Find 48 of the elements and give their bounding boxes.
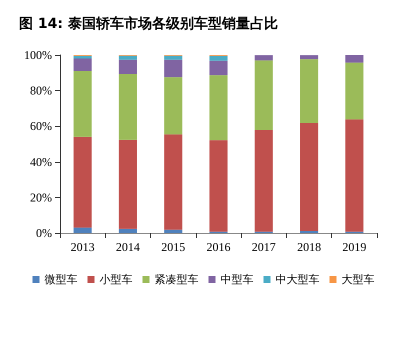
x-tick-label: 2014 xyxy=(116,240,140,254)
bar xyxy=(254,130,273,232)
bar xyxy=(118,140,137,229)
bar xyxy=(118,60,137,74)
bar xyxy=(209,75,228,140)
bar xyxy=(74,228,92,233)
x-tick-label: 2015 xyxy=(161,240,186,254)
bar xyxy=(300,122,318,232)
bar xyxy=(74,136,92,228)
y-tick-label: 40% xyxy=(30,154,52,169)
bar xyxy=(300,55,318,60)
bar xyxy=(345,119,364,232)
legend-label: 微型车 xyxy=(44,273,78,286)
bar xyxy=(345,62,364,120)
y-tick-label: 0% xyxy=(36,226,52,240)
y-tick-label: 100% xyxy=(24,48,52,62)
chart-title: 图 14: 泰国轿车市场各级别车型销量占比 xyxy=(19,15,278,32)
bar xyxy=(164,134,182,230)
bar xyxy=(300,59,318,123)
bar xyxy=(254,60,273,130)
x-tick-label: 2017 xyxy=(252,240,276,254)
bar xyxy=(164,77,182,134)
bar xyxy=(164,60,182,78)
bar xyxy=(209,140,228,232)
legend-label: 小型车 xyxy=(100,273,132,286)
bar xyxy=(74,71,92,137)
legend-label: 中型车 xyxy=(220,273,254,286)
bar xyxy=(164,56,182,60)
bar xyxy=(345,55,364,63)
bar xyxy=(74,56,92,59)
bar xyxy=(209,60,228,76)
legend-label: 大型车 xyxy=(342,273,374,286)
x-tick-label: 2013 xyxy=(70,240,95,254)
y-tick-label: 20% xyxy=(30,190,52,204)
bar xyxy=(74,58,92,72)
x-tick-label: 2019 xyxy=(342,240,366,254)
legend-label: 紧凑型车 xyxy=(154,273,198,286)
x-tick-label: 2016 xyxy=(206,240,230,254)
y-tick-label: 60% xyxy=(30,119,52,134)
bar xyxy=(254,55,273,60)
bar xyxy=(209,56,228,61)
bar xyxy=(164,230,182,233)
y-tick-label: 80% xyxy=(30,84,52,98)
bar xyxy=(118,228,137,233)
bar xyxy=(118,56,137,60)
bar xyxy=(118,74,137,140)
legend-label: 中大型车 xyxy=(276,273,320,286)
x-tick-label: 2018 xyxy=(297,240,322,254)
